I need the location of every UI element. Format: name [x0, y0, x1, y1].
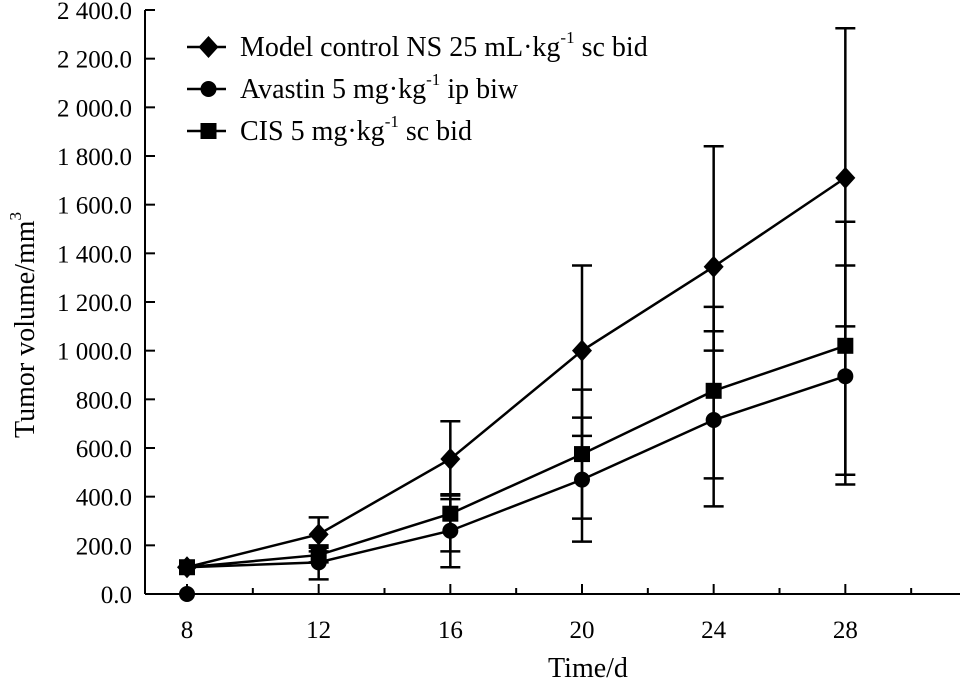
- data-point-diamond: [308, 523, 329, 546]
- x-tick-label: 8: [181, 617, 194, 644]
- data-point-circle: [179, 586, 195, 602]
- data-point-diamond: [572, 339, 592, 362]
- data-point-diamond: [440, 447, 461, 470]
- y-axis-title: Tumor volume/mm3: [6, 212, 41, 438]
- series-line: [186, 344, 846, 569]
- y-tick-label: 200.0: [76, 533, 132, 560]
- legend-item-1: Avastin 5 mg·kg-1 ip biw: [187, 70, 519, 105]
- series-line: [186, 375, 846, 569]
- y-tick-label: 2 200.0: [57, 47, 132, 74]
- legend-label: Model control NS 25 mL·kg-1 sc bid: [240, 28, 648, 63]
- series-layer: [177, 27, 856, 602]
- x-tick-label: 24: [701, 617, 727, 644]
- y-tick-label: 2 000.0: [57, 95, 132, 122]
- x-axis-title: Time/d: [548, 653, 628, 682]
- series-2: [179, 220, 856, 576]
- x-tick-label: 28: [833, 617, 858, 644]
- data-point-square: [179, 559, 195, 576]
- y-tick-label: 0.0: [101, 582, 132, 609]
- x-tick-label: 20: [570, 617, 595, 644]
- y-tick-label: 800.0: [76, 387, 132, 414]
- legend-item-2: CIS 5 mg·kg-1 sc bid: [187, 112, 472, 147]
- y-tick-label: 1 800.0: [57, 144, 132, 171]
- data-point-diamond: [703, 255, 724, 278]
- x-tick-label: 16: [438, 617, 463, 644]
- legend-label: CIS 5 mg·kg-1 sc bid: [240, 112, 472, 147]
- series-line: [186, 176, 847, 569]
- legend: Model control NS 25 mL·kg-1 sc bid Avasti…: [187, 28, 648, 147]
- data-point-diamond: [835, 166, 856, 189]
- legend-item-0: Model control NS 25 mL·kg-1 sc bid: [187, 28, 648, 63]
- y-tick-label: 600.0: [76, 436, 132, 463]
- data-point-diamond: [198, 36, 219, 58]
- y-tick-label: 2 400.0: [57, 0, 132, 25]
- series-0: [177, 27, 856, 579]
- data-point-square: [442, 505, 459, 522]
- ticks: 0.0 200.0 400.0 600.0 800.0 1 000.0 1 200.0 1 4…: [57, 0, 913, 644]
- y-tick-label: 400.0: [76, 485, 132, 512]
- x-tick-label: 12: [306, 617, 331, 644]
- y-tick-label: 1 000.0: [57, 339, 132, 366]
- y-tick-label: 1 200.0: [57, 290, 132, 317]
- axis-titles: Time/d Tumor volume/mm3: [6, 212, 628, 682]
- data-point-circle: [200, 81, 217, 97]
- data-point-square: [310, 547, 327, 564]
- data-point-square: [574, 446, 590, 463]
- y-tick-label: 1 600.0: [57, 193, 132, 220]
- series-1: [179, 264, 856, 602]
- data-point-square: [837, 337, 854, 354]
- legend-label: Avastin 5 mg·kg-1 ip biw: [240, 70, 519, 105]
- y-tick-label: 1 400.0: [57, 241, 132, 268]
- data-point-square: [705, 382, 722, 399]
- data-point-square: [200, 123, 217, 139]
